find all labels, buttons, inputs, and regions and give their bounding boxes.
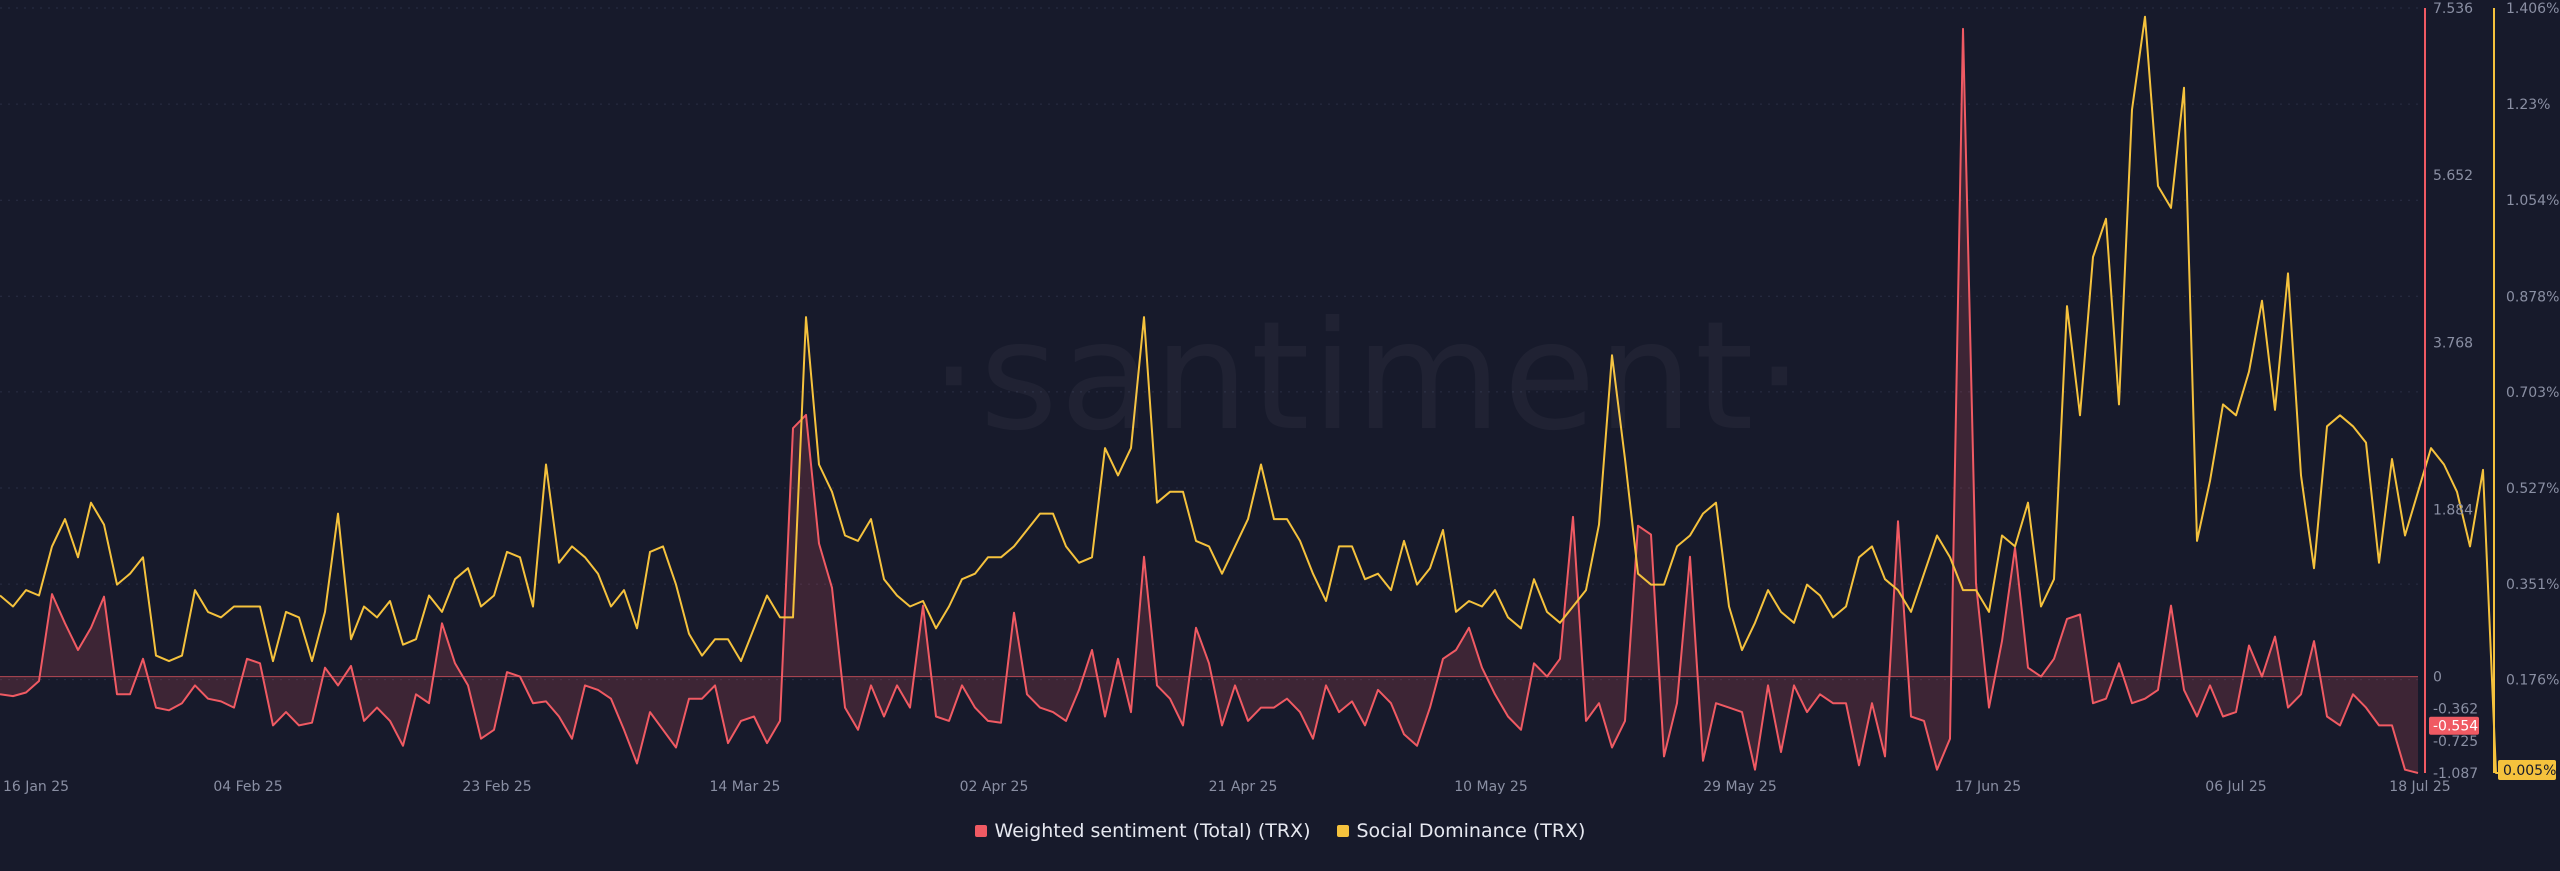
x-tick-label: 14 Mar 25 — [710, 779, 781, 795]
legend-item-sentiment[interactable]: Weighted sentiment (Total) (TRX) — [974, 820, 1311, 842]
y-right-tick-label: 1.23% — [2506, 97, 2550, 113]
y-left-tick-label: 0 — [2433, 670, 2442, 686]
last-value-text-sentiment: -0.554 — [2433, 719, 2478, 735]
y-right-tick-label: 0.527% — [2506, 481, 2559, 497]
y-left-tick-label: -0.362 — [2433, 702, 2478, 718]
last-value-text-dominance: 0.005% — [2503, 763, 2556, 779]
y-right-tick-label: 0.703% — [2506, 385, 2559, 401]
legend-swatch-sentiment — [974, 825, 987, 837]
x-tick-label: 21 Apr 25 — [1209, 779, 1278, 795]
axis-layer: 7.5365.6523.7681.8840-0.362-0.725-1.0871… — [3, 1, 2559, 795]
legend-item-dominance[interactable]: Social Dominance (TRX) — [1336, 820, 1586, 842]
watermark-logo: ·santiment· — [930, 290, 1805, 464]
x-tick-label: 29 May 25 — [1703, 779, 1776, 795]
grid-layer — [0, 7, 2418, 681]
x-tick-label: 06 Jul 25 — [2205, 779, 2266, 795]
y-left-tick-label: 5.652 — [2433, 168, 2473, 184]
x-tick-label: 18 Jul 25 — [2389, 779, 2450, 795]
legend-label-sentiment: Weighted sentiment (Total) (TRX) — [994, 820, 1311, 842]
x-tick-label: 16 Jan 25 — [3, 779, 69, 795]
series-layer — [0, 15, 2509, 774]
sentiment-line — [0, 27, 2419, 774]
x-tick-label: 23 Feb 25 — [462, 779, 531, 795]
last-value-badge-dominance — [2498, 760, 2556, 780]
x-tick-label: 10 May 25 — [1454, 779, 1527, 795]
x-tick-label: 02 Apr 25 — [960, 779, 1029, 795]
legend-label-dominance: Social Dominance (TRX) — [1356, 820, 1586, 842]
legend-swatch-dominance — [1336, 825, 1349, 837]
y-right-tick-label: 0.878% — [2506, 289, 2559, 305]
x-tick-label: 17 Jun 25 — [1955, 779, 2021, 795]
last-value-badge-sentiment — [2429, 716, 2479, 735]
y-left-tick-label: -1.087 — [2433, 766, 2478, 782]
y-right-tick-label: 1.054% — [2506, 193, 2559, 209]
y-right-tick-label: 1.406% — [2506, 1, 2559, 17]
y-right-tick-label: 0.176% — [2506, 673, 2559, 689]
y-left-tick-label: 7.536 — [2433, 1, 2473, 17]
chart-legend: Weighted sentiment (Total) (TRX) Social … — [0, 820, 2560, 842]
dominance-line — [0, 15, 2509, 774]
y-right-tick-label: 0.351% — [2506, 577, 2559, 593]
y-left-tick-label: -0.725 — [2433, 734, 2478, 750]
x-tick-label: 04 Feb 25 — [213, 779, 282, 795]
y-left-tick-label: 3.768 — [2433, 335, 2473, 351]
y-left-tick-label: 1.884 — [2433, 502, 2473, 518]
